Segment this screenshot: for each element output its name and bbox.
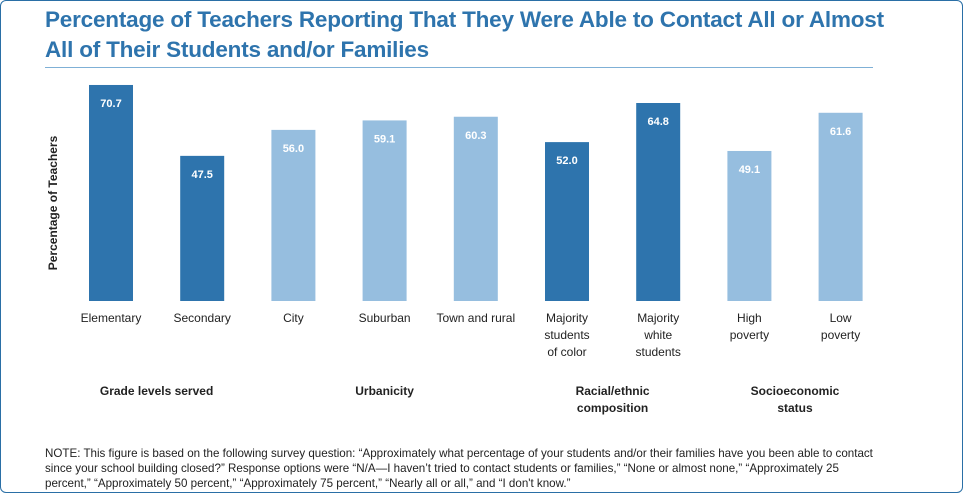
footnote: NOTE: This figure is based on the follow… — [45, 447, 873, 490]
category-label: Elementary — [81, 311, 142, 325]
bar — [271, 129, 316, 301]
bar-value-label: 49.1 — [739, 164, 760, 176]
bar — [545, 142, 589, 301]
bar — [818, 112, 863, 302]
group-label: Grade levels served — [100, 384, 213, 398]
bar-value-label: 64.8 — [647, 116, 668, 128]
category-label: Majority students of color — [544, 311, 589, 359]
bar-value-label: 52.0 — [556, 155, 577, 167]
category-label: Town and rural — [436, 311, 515, 325]
group-label: Urbanicity — [355, 384, 414, 398]
category-label: Suburban — [359, 311, 411, 325]
group-label: Socioeconomic status — [751, 384, 840, 415]
bar-value-label: 60.3 — [465, 130, 486, 142]
bar-value-label: 59.1 — [374, 133, 395, 145]
bar — [180, 155, 225, 301]
bar — [636, 103, 681, 301]
bar-value-label: 47.5 — [191, 169, 212, 181]
chart-title: Percentage of Teachers Reporting That Th… — [45, 7, 884, 62]
bar-value-label: 61.6 — [830, 126, 851, 138]
title-divider — [45, 67, 873, 68]
bar — [89, 84, 133, 301]
bar — [362, 120, 407, 302]
bar-value-label: 70.7 — [100, 98, 121, 110]
bar — [453, 116, 498, 301]
category-label: Majority white students — [636, 311, 681, 359]
category-label: Low poverty — [821, 311, 860, 342]
category-label: High poverty — [730, 311, 769, 342]
bar — [727, 150, 772, 301]
category-label: Secondary — [174, 311, 231, 325]
bar-value-label: 56.0 — [283, 143, 304, 155]
category-label: City — [283, 311, 304, 325]
group-label: Racial/ethnic composition — [576, 384, 650, 415]
